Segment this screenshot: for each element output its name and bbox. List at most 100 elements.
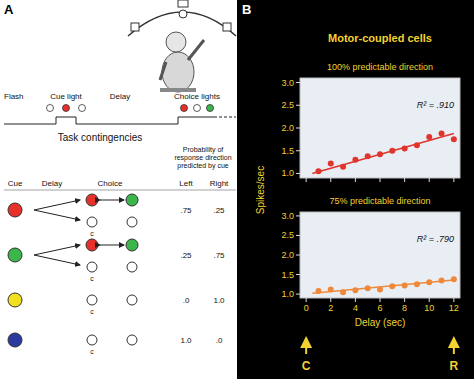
choice-position [127,262,137,272]
x-tick [355,298,356,302]
choice-position [87,262,97,272]
header-line: response direction [174,154,231,162]
y-tick [296,274,300,275]
apparatus-key [131,23,139,31]
label: .0 [183,296,190,305]
label: Probability ofresponse directionpredicte… [174,146,231,170]
cue-light [8,203,22,217]
swap-arrow [100,200,124,201]
x-tick [429,298,430,302]
x-tick [404,178,405,182]
label: R² = .790 [417,234,454,244]
label: Flash [4,92,24,101]
label: 2 [328,303,333,313]
timeline-light [79,105,86,112]
label: Choice [98,179,123,188]
label: c [90,275,94,282]
label: c [90,348,94,355]
x-tick [330,178,331,182]
choice-light [86,194,98,206]
y-tick [296,105,300,106]
label: 8 [402,303,407,313]
label: 100% predictable direction [327,62,433,72]
fit-line [312,133,454,173]
y-tick [296,235,300,236]
y-tick [296,150,300,151]
label: 4 [353,303,358,313]
timeline-trace [214,117,236,118]
label: C [302,359,311,373]
plot-marks [312,130,457,174]
label: .0 [216,336,223,345]
swap-arrow [100,245,124,246]
panel-a-background [0,0,237,379]
data-point [439,130,445,136]
data-point [451,136,457,142]
timeline-light [47,105,54,112]
y-tick [296,215,300,216]
label: 10 [424,303,434,313]
x-tick [453,298,454,302]
label: 6 [377,303,382,313]
choice-position [87,295,97,305]
label: A [4,2,14,17]
apparatus-key [223,23,231,31]
choice-position [87,217,97,227]
plot-area [300,212,460,298]
choice-light [86,239,98,251]
y-tick [296,82,300,83]
label: 1.0 [281,168,294,178]
label: 2.5 [281,100,294,110]
label: Cue light [50,92,82,101]
label: Choice lights [174,92,220,101]
choice-position [127,295,137,305]
label: Delay [42,179,62,188]
header-line: Probability of [183,146,224,154]
label: 0 [304,303,309,313]
panel-b-background [237,0,474,379]
label: Task contingencies [58,132,143,143]
figure: A Flash Cue light Delay Choice lights Task co… [0,0,474,379]
choice-light [126,239,138,251]
label: 2.0 [281,123,294,133]
timeline-light [181,105,188,112]
delay-arrow [34,245,80,255]
y-tick [296,294,300,295]
label: 1.0 [180,336,192,345]
data-point [451,276,457,282]
x-tick [429,178,430,182]
delay-arrow [34,255,80,265]
x-tick [306,178,307,182]
x-tick [404,298,405,302]
cue-light [8,293,22,307]
timeline-light [207,105,214,112]
label: .25 [213,206,225,215]
cue-light [8,333,22,347]
y-tick [296,128,300,129]
label: 3.0 [281,78,294,88]
choice-position [127,217,137,227]
event-arrow [305,338,307,354]
label: B [242,2,251,17]
label: c [90,230,94,237]
label: 2.0 [281,250,294,260]
label: 1.0 [213,296,225,305]
label: .75 [180,206,192,215]
label: Delay (sec) [355,317,406,328]
y-tick [296,173,300,174]
delay-arrow [34,200,80,210]
label: 1.0 [281,289,294,299]
data-point [328,160,334,166]
timeline-light [194,105,201,112]
x-tick [306,298,307,302]
label: Left [179,179,193,188]
fit-line [312,280,454,293]
timeline-light [63,105,70,112]
label: R [450,359,459,373]
apparatus-light [179,10,187,18]
x-tick [330,298,331,302]
x-tick [380,298,381,302]
label: R² = .910 [417,100,454,110]
label: 2.5 [281,230,294,240]
choice-light [126,194,138,206]
